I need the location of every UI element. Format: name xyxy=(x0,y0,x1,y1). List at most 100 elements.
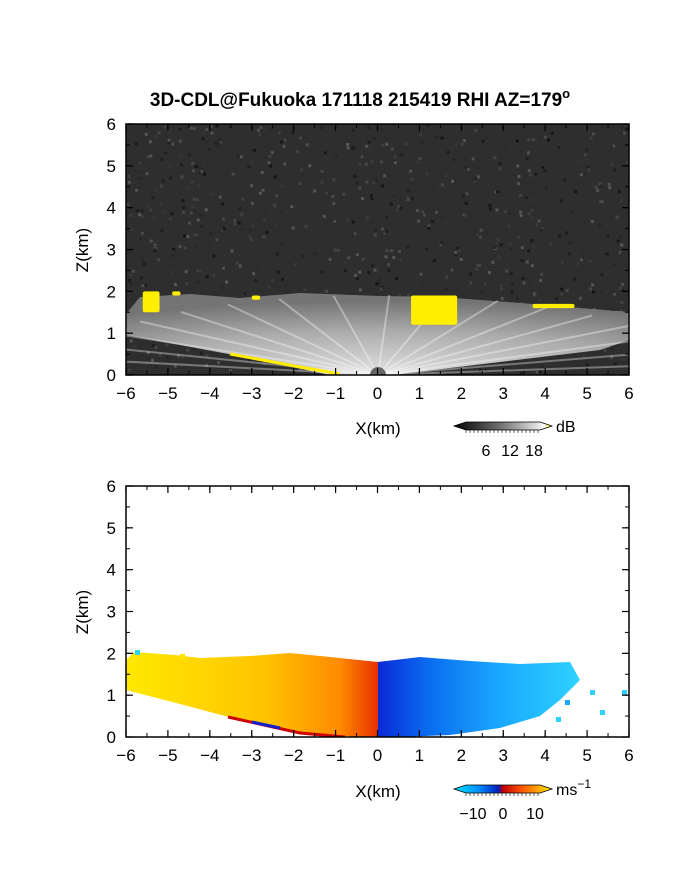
beam-ray xyxy=(126,334,379,375)
noise-pixel xyxy=(610,146,614,150)
noise-pixel xyxy=(144,132,148,136)
noise-pixel xyxy=(355,277,359,281)
snr-high-patch xyxy=(251,295,261,300)
noise-pixel xyxy=(621,282,624,286)
vel-x-tick-label: 2 xyxy=(457,746,466,765)
noise-pixel xyxy=(127,359,131,363)
noise-pixel xyxy=(159,184,163,188)
noise-pixel xyxy=(625,179,629,182)
noise-pixel xyxy=(406,189,410,193)
noise-pixel xyxy=(383,174,387,178)
noise-pixel xyxy=(610,347,614,351)
noise-pixel xyxy=(199,351,203,355)
noise-pixel xyxy=(153,249,157,253)
snr-high-patch xyxy=(532,303,575,309)
noise-pixel xyxy=(398,250,401,253)
noise-pixel xyxy=(233,218,237,222)
noise-pixel xyxy=(605,289,609,293)
noise-pixel xyxy=(539,279,543,283)
noise-pixel xyxy=(390,147,394,151)
noise-pixel xyxy=(293,263,297,267)
noise-pixel xyxy=(205,275,209,279)
noise-pixel xyxy=(516,236,520,240)
noise-pixel xyxy=(138,213,142,217)
noise-pixel xyxy=(404,142,408,146)
noise-pixel xyxy=(593,366,597,370)
noise-pixel xyxy=(261,188,265,192)
noise-pixel xyxy=(547,138,551,142)
noise-pixel xyxy=(613,292,616,296)
noise-pixel xyxy=(185,187,189,191)
noise-pixel xyxy=(346,254,349,258)
noise-pixel xyxy=(308,164,312,168)
snr-high-patches xyxy=(142,291,575,325)
noise-pixel xyxy=(514,134,518,138)
noise-pixel xyxy=(195,245,198,249)
vel-y-tick-label: 4 xyxy=(107,561,116,580)
noise-pixel xyxy=(367,140,371,144)
noise-pixel xyxy=(370,160,374,164)
noise-pixel xyxy=(560,292,564,296)
noise-pixel xyxy=(313,189,317,193)
noise-pixel xyxy=(385,142,389,146)
noise-pixel xyxy=(353,232,357,236)
noise-pixel xyxy=(488,199,492,203)
noise-pixel xyxy=(506,176,510,180)
noise-pixel xyxy=(540,272,544,276)
noise-pixel xyxy=(541,168,545,172)
noise-pixel xyxy=(620,300,624,304)
noise-pixel xyxy=(371,264,375,268)
noise-pixel xyxy=(565,231,569,235)
noise-pixel xyxy=(467,168,470,171)
noise-pixel xyxy=(532,244,536,248)
noise-pixel xyxy=(526,157,529,161)
snr-colorbar: dB 6 12 18 xyxy=(452,419,576,460)
noise-pixel xyxy=(251,224,255,228)
noise-pixel xyxy=(149,154,153,158)
noise-pixel xyxy=(527,151,530,155)
noise-pixel xyxy=(525,260,529,264)
noise-pixel xyxy=(500,287,504,291)
snr-high-patch xyxy=(411,295,458,325)
noise-pixel xyxy=(212,246,216,250)
noise-pixel xyxy=(623,131,626,135)
noise-pixel xyxy=(274,223,278,226)
noise-pixel xyxy=(302,257,306,261)
beam-ray xyxy=(332,295,379,375)
noise-pixel xyxy=(216,144,220,148)
snr-plot-area xyxy=(126,124,629,375)
noise-pixel xyxy=(493,156,497,160)
noise-pixel xyxy=(418,157,422,160)
vel-colorbar-tick-label: −10 xyxy=(459,806,486,823)
noise-pixel xyxy=(375,266,379,270)
noise-pixel xyxy=(579,256,582,259)
noise-pixel xyxy=(200,169,203,173)
noise-pixel xyxy=(337,248,341,252)
beam-ray xyxy=(126,348,379,375)
noise-pixel xyxy=(601,124,604,128)
noise-pixel xyxy=(574,190,578,194)
noise-pixel xyxy=(148,140,152,144)
noise-pixel xyxy=(235,261,239,265)
noise-pixel xyxy=(140,215,144,219)
noise-pixel xyxy=(153,243,157,247)
noise-pixel xyxy=(267,161,271,165)
noise-pixel xyxy=(179,163,183,167)
noise-pixel xyxy=(484,368,488,372)
noise-pixel xyxy=(498,295,502,299)
noise-pixel xyxy=(402,276,406,280)
noise-pixel xyxy=(440,183,444,187)
noise-pixel xyxy=(577,160,581,164)
noise-pixel xyxy=(212,254,216,258)
snr-colorbar-unit: dB xyxy=(556,419,576,436)
noise-pixel xyxy=(515,139,519,143)
noise-pixel xyxy=(568,252,571,256)
noise-pixel xyxy=(427,224,431,228)
noise-pixel xyxy=(173,283,177,287)
beam-ray xyxy=(227,303,379,375)
noise-pixel xyxy=(299,368,303,372)
noise-pixel xyxy=(320,270,324,274)
noise-pixel xyxy=(231,172,235,176)
noise-pixel xyxy=(197,171,201,175)
noise-pixel xyxy=(576,150,580,154)
